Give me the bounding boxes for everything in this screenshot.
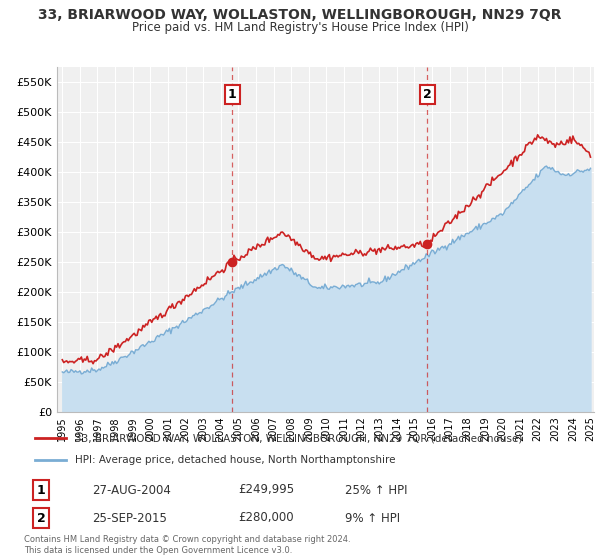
- Text: Contains HM Land Registry data © Crown copyright and database right 2024.
This d: Contains HM Land Registry data © Crown c…: [24, 535, 350, 555]
- Text: 9% ↑ HPI: 9% ↑ HPI: [346, 511, 401, 525]
- Text: 25-SEP-2015: 25-SEP-2015: [92, 511, 167, 525]
- Text: 27-AUG-2004: 27-AUG-2004: [92, 483, 170, 497]
- Text: 2: 2: [423, 88, 431, 101]
- Text: 25% ↑ HPI: 25% ↑ HPI: [346, 483, 408, 497]
- Text: 33, BRIARWOOD WAY, WOLLASTON, WELLINGBOROUGH, NN29 7QR (detached house): 33, BRIARWOOD WAY, WOLLASTON, WELLINGBOR…: [75, 433, 522, 444]
- Text: £280,000: £280,000: [238, 511, 294, 525]
- Text: 2: 2: [37, 511, 45, 525]
- Text: 1: 1: [37, 483, 45, 497]
- Text: 1: 1: [228, 88, 236, 101]
- Text: HPI: Average price, detached house, North Northamptonshire: HPI: Average price, detached house, Nort…: [75, 455, 395, 465]
- Text: 33, BRIARWOOD WAY, WOLLASTON, WELLINGBOROUGH, NN29 7QR: 33, BRIARWOOD WAY, WOLLASTON, WELLINGBOR…: [38, 8, 562, 22]
- Text: Price paid vs. HM Land Registry's House Price Index (HPI): Price paid vs. HM Land Registry's House …: [131, 21, 469, 34]
- Text: £249,995: £249,995: [238, 483, 295, 497]
